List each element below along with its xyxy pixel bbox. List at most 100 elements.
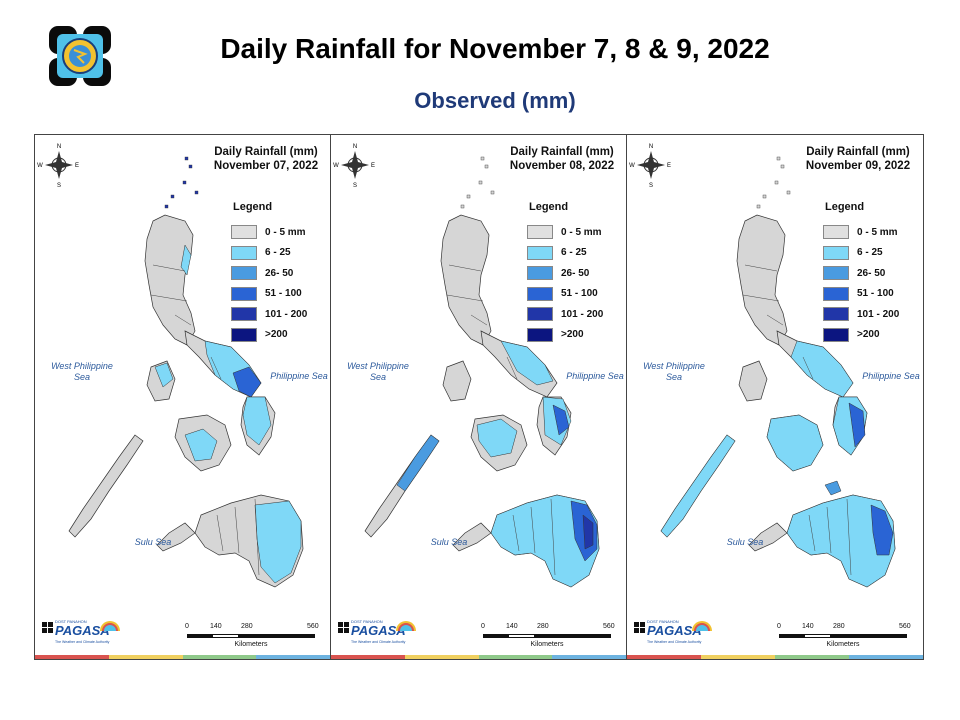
legend-label: 51 - 100 [561, 288, 598, 300]
legend-swatch [823, 307, 849, 322]
rainfall-region [184, 428, 218, 462]
sea-label-sulu: Sulu Sea [134, 537, 172, 547]
map-date: November 08, 2022 [509, 160, 615, 172]
legend-label: 101 - 200 [561, 308, 604, 320]
map-title-line1: Daily Rainfall (mm) [214, 146, 318, 158]
legend-swatch [231, 327, 257, 342]
legend-swatch [231, 266, 257, 281]
rainfall-region [500, 340, 554, 386]
map-panel-nov-08: N S E W Daily Rainfall (mm) November 08, 20… [331, 135, 627, 659]
legend-swatch [527, 245, 553, 260]
legend-label: >200 [265, 329, 288, 341]
rainfall-region [786, 494, 896, 588]
sea-label-east: Philippine Sea [862, 371, 920, 381]
map-panel-nov-07: N S E W Daily Rainfall (mm) November 07, 20… [35, 135, 331, 659]
svg-text:W: W [333, 163, 339, 169]
legend-label: 51 - 100 [857, 288, 894, 300]
scale-bar: 0 140 280 560 Kilometers [185, 623, 319, 648]
compass-rose-icon: N S E W [333, 144, 375, 189]
sea-label-west: West Philippine Sea [643, 361, 705, 382]
legend-title: Legend [825, 201, 865, 213]
legend-title: Legend [233, 201, 273, 213]
legend-swatch [527, 225, 553, 240]
legend-swatch [823, 245, 849, 260]
legend-label: 6 - 25 [265, 247, 291, 259]
legend-label: 6 - 25 [561, 247, 587, 259]
page-title: Daily Rainfall for November 7, 8 & 9, 20… [220, 33, 770, 64]
legend-label: 0 - 5 mm [561, 226, 602, 238]
map-title: Daily Rainfall (mm) November 08, 2022 [503, 145, 621, 173]
page-subtitle: Observed (mm) [414, 88, 576, 113]
color-strip [35, 655, 330, 659]
rainfall-region [180, 244, 192, 276]
land-region [68, 434, 144, 538]
sea-label-west: West Philippine Sea [51, 361, 113, 382]
legend-swatch [527, 266, 553, 281]
land-region [452, 522, 492, 552]
color-strip [627, 655, 923, 659]
legend-swatch [527, 307, 553, 322]
legend-label: 51 - 100 [265, 288, 302, 300]
sea-label-west: West Philippine Sea [347, 361, 409, 382]
legend-item: >200 [823, 325, 913, 346]
legend: Legend 0 - 5 mm 6 - 25 26- 50 51 - 100 101 -… [527, 201, 617, 345]
land-region [156, 522, 196, 552]
land-region [738, 360, 768, 402]
rainfall-region [490, 494, 600, 588]
rainfall-map-svg: N S E W [37, 144, 304, 588]
legend-title: Legend [529, 201, 569, 213]
legend-swatch [527, 286, 553, 301]
legend-item: 101 - 200 [527, 304, 617, 325]
svg-text:W: W [629, 163, 635, 169]
legend-swatch [231, 225, 257, 240]
map-panels: N S E W Daily Rainfall (mm) November 07, 20… [34, 134, 924, 660]
sea-label-east: Philippine Sea [566, 371, 624, 381]
svg-text:S: S [353, 183, 357, 189]
legend-swatch [231, 286, 257, 301]
legend-label: >200 [857, 329, 880, 341]
legend-item: 6 - 25 [823, 243, 913, 264]
legend-label: 0 - 5 mm [265, 226, 306, 238]
sea-label-sulu: Sulu Sea [726, 537, 764, 547]
compass-rose-icon: N S E W [629, 144, 671, 189]
legend-item: 6 - 25 [527, 243, 617, 264]
land-region [442, 360, 472, 402]
map-date: November 09, 2022 [805, 160, 911, 172]
rainfall-map-svg: N S E W [629, 144, 896, 588]
legend-swatch [231, 245, 257, 260]
map-panel-nov-09: N S E W Daily Rainfall (mm) November 09, 20… [627, 135, 923, 659]
rainfall-map-svg: N S E W [333, 144, 600, 588]
rainfall-region [824, 480, 842, 496]
legend-item: >200 [231, 325, 321, 346]
legend-label: 26- 50 [561, 267, 590, 279]
legend-label: 26- 50 [857, 267, 886, 279]
rainfall-region [582, 514, 594, 550]
rainfall-region [154, 362, 174, 388]
rainfall-region [254, 500, 302, 584]
map-title-line1: Daily Rainfall (mm) [806, 146, 910, 158]
legend-item: 26- 50 [231, 263, 321, 284]
legend: Legend 0 - 5 mm 6 - 25 26- 50 51 - 100 101 -… [823, 201, 913, 345]
legend-item: 26- 50 [823, 263, 913, 284]
rainfall-region [790, 340, 854, 398]
land-region [736, 214, 788, 346]
pagasa-logo: DOST PANAHON PAGASA The Weather and Clim… [41, 619, 121, 649]
sea-label-sulu: Sulu Sea [430, 537, 468, 547]
legend-label: 6 - 25 [857, 247, 883, 259]
pagasa-seal-logo [47, 24, 113, 88]
sea-label-east: Philippine Sea [270, 371, 328, 381]
svg-text:N: N [649, 144, 653, 150]
legend-item: 0 - 5 mm [527, 222, 617, 243]
legend-swatch [823, 225, 849, 240]
legend-swatch [231, 307, 257, 322]
legend-label: 26- 50 [265, 267, 294, 279]
color-strip [331, 655, 626, 659]
map-title: Daily Rainfall (mm) November 07, 2022 [207, 145, 325, 173]
svg-text:S: S [57, 183, 61, 189]
pagasa-logo: DOST PANAHON PAGASA The Weather and Clim… [337, 619, 417, 649]
svg-text:E: E [75, 163, 79, 169]
compass-rose-icon: N S E W [37, 144, 79, 189]
legend-item: 101 - 200 [823, 304, 913, 325]
land-region [144, 214, 196, 346]
rainfall-region [660, 434, 736, 538]
